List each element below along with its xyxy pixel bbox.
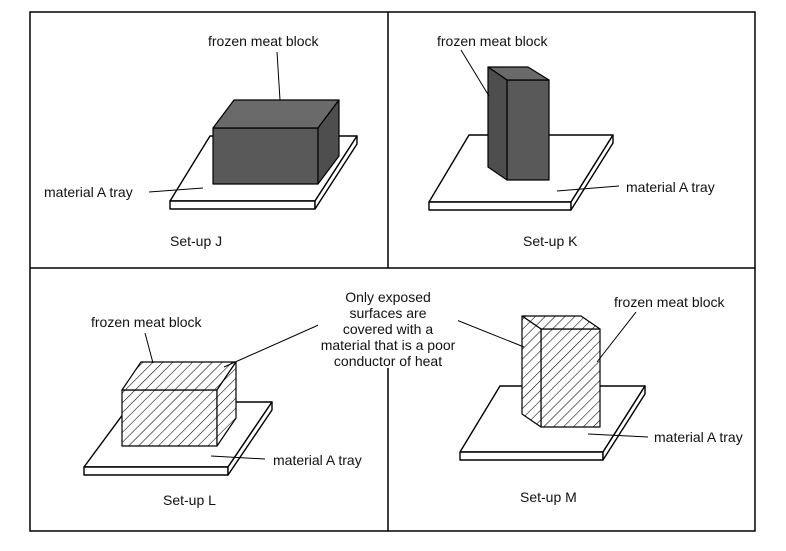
- meat-block: [521, 315, 601, 428]
- note-line: covered with a: [343, 321, 433, 337]
- caption: Set-up J: [170, 233, 222, 249]
- block-label: frozen meat block: [208, 33, 319, 49]
- caption: Set-up L: [163, 492, 216, 508]
- leader-tray: [148, 187, 204, 193]
- meat-block: [121, 361, 237, 447]
- caption: Set-up K: [523, 233, 578, 249]
- tray-label: material A tray: [626, 179, 715, 195]
- leader-block: [460, 49, 490, 97]
- note-background: [318, 284, 458, 368]
- tray-label: material A tray: [654, 429, 743, 445]
- note-line: Only exposed: [345, 289, 431, 305]
- note-line: surfaces are: [349, 305, 426, 321]
- leader-tray: [556, 185, 620, 192]
- setup-l: frozen meat block material A tray Set-up…: [83, 314, 362, 508]
- note-line: material that is a poor: [321, 337, 456, 353]
- block-label: frozen meat block: [437, 33, 548, 49]
- setup-k: frozen meat block material A tray Set-up…: [428, 33, 715, 249]
- setup-j: frozen meat block material A tray Set-up…: [44, 33, 358, 249]
- meat-block: [487, 66, 550, 181]
- leader-note: [223, 318, 333, 368]
- diagram-border: [29, 11, 756, 532]
- leader-block: [144, 332, 154, 364]
- tray-label: material A tray: [44, 184, 133, 200]
- meat-block: [212, 99, 340, 185]
- leader-block: [276, 51, 281, 101]
- insulation-note: Only exposed surfaces are covered with a…: [318, 284, 458, 369]
- leader-tray: [587, 433, 649, 438]
- setup-m: frozen meat block material A tray Set-up…: [453, 294, 743, 505]
- caption: Set-up M: [520, 489, 577, 505]
- leader-tray: [210, 455, 266, 460]
- leader-note: [453, 318, 525, 348]
- block-label: frozen meat block: [614, 294, 725, 310]
- block-label: frozen meat block: [91, 314, 202, 330]
- tray-label: material A tray: [273, 452, 362, 468]
- note-line: conductor of heat: [334, 353, 442, 369]
- leader-block: [596, 311, 637, 363]
